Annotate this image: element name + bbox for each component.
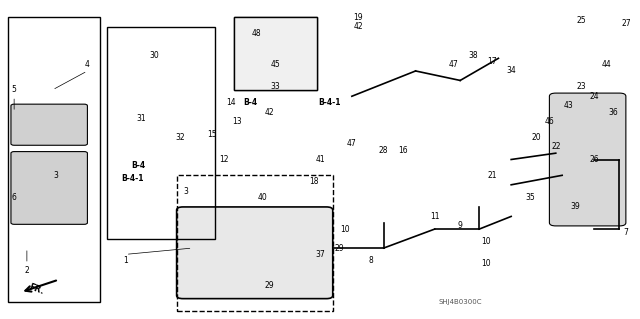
Text: 29: 29	[264, 281, 274, 291]
Text: FR.: FR.	[28, 282, 45, 296]
Text: 44: 44	[602, 60, 612, 69]
Text: 31: 31	[137, 114, 147, 123]
Text: 21: 21	[487, 171, 497, 180]
Text: SHJ4B0300C: SHJ4B0300C	[438, 299, 482, 305]
Text: 3: 3	[53, 171, 58, 180]
Text: 16: 16	[398, 145, 408, 154]
Text: 46: 46	[545, 117, 554, 126]
Text: 42: 42	[353, 22, 363, 31]
Text: 22: 22	[551, 142, 561, 151]
Text: 14: 14	[226, 98, 236, 107]
Text: 18: 18	[309, 177, 318, 186]
Text: 34: 34	[506, 66, 516, 76]
Text: 30: 30	[150, 51, 159, 60]
Text: 23: 23	[577, 82, 586, 91]
Text: 10: 10	[481, 259, 490, 268]
Text: 45: 45	[271, 60, 280, 69]
Text: 48: 48	[252, 28, 261, 38]
Text: B-4-1: B-4-1	[318, 98, 341, 107]
Text: 47: 47	[347, 139, 356, 148]
Text: 43: 43	[564, 101, 573, 110]
Bar	[234, 17, 317, 90]
Text: 20: 20	[532, 133, 541, 142]
Text: 11: 11	[430, 212, 440, 221]
Text: 19: 19	[353, 13, 363, 22]
Text: 33: 33	[271, 82, 280, 91]
Text: 24: 24	[589, 92, 599, 101]
FancyBboxPatch shape	[11, 104, 88, 145]
Text: B-4: B-4	[131, 161, 145, 170]
Text: 40: 40	[258, 193, 268, 202]
Text: B-4-1: B-4-1	[121, 174, 143, 183]
Text: 15: 15	[207, 130, 216, 139]
Text: 12: 12	[220, 155, 229, 164]
Bar	[177, 175, 333, 311]
Text: 25: 25	[577, 16, 586, 25]
Text: 7: 7	[623, 228, 628, 237]
Text: 1: 1	[124, 256, 128, 265]
FancyBboxPatch shape	[11, 152, 88, 224]
Text: 36: 36	[608, 108, 618, 116]
Text: 17: 17	[487, 57, 497, 66]
Text: 4: 4	[85, 60, 90, 69]
Text: 10: 10	[340, 225, 350, 234]
Bar	[8, 17, 100, 302]
Text: 35: 35	[525, 193, 535, 202]
Text: 28: 28	[379, 145, 388, 154]
Text: 41: 41	[315, 155, 325, 164]
Bar	[234, 17, 317, 90]
FancyBboxPatch shape	[549, 93, 626, 226]
Text: 3: 3	[184, 187, 189, 196]
Text: 8: 8	[369, 256, 373, 265]
Text: 47: 47	[449, 60, 459, 69]
Text: 13: 13	[232, 117, 242, 126]
Text: 29: 29	[334, 243, 344, 253]
Text: 26: 26	[589, 155, 599, 164]
Text: 6: 6	[12, 193, 17, 202]
Text: 9: 9	[458, 221, 463, 230]
Text: 2: 2	[24, 266, 29, 275]
FancyBboxPatch shape	[177, 207, 333, 299]
Text: 32: 32	[175, 133, 184, 142]
Text: 38: 38	[468, 51, 477, 60]
Text: 27: 27	[621, 19, 630, 28]
Text: 37: 37	[315, 250, 325, 259]
Text: 10: 10	[481, 237, 490, 246]
Text: 42: 42	[264, 108, 274, 116]
Text: 39: 39	[570, 203, 580, 211]
Text: 5: 5	[12, 85, 17, 94]
Text: B-4: B-4	[243, 98, 257, 107]
Bar	[106, 27, 215, 239]
